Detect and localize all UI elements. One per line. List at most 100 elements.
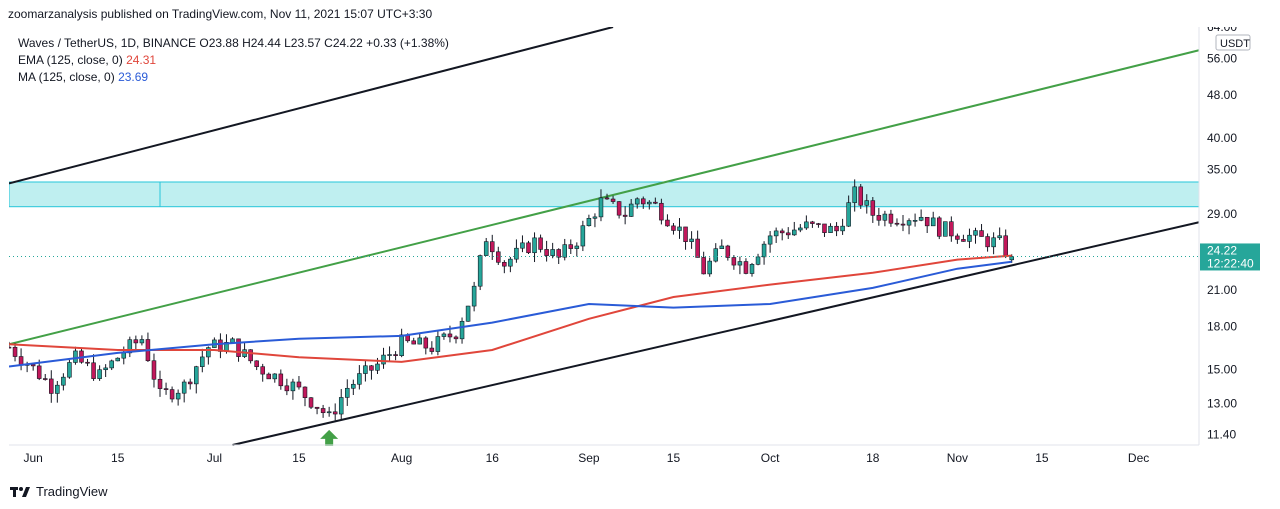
candle-body — [496, 251, 501, 263]
candle — [175, 389, 181, 406]
candle-body — [713, 248, 719, 262]
candle-body — [719, 245, 725, 250]
time-tick-label: Aug — [391, 451, 412, 465]
candlestick-chart[interactable]: 64.0056.0048.0040.0035.0029.0025.0021.00… — [9, 27, 1273, 470]
time-tick-label: Nov — [947, 451, 968, 465]
candle-body — [804, 221, 809, 229]
candle-body — [949, 221, 954, 237]
candle — [918, 209, 924, 222]
candle — [828, 223, 833, 233]
candle-body — [375, 363, 380, 371]
candle-body — [737, 261, 743, 266]
candle — [979, 224, 984, 237]
upper-channel-line — [9, 27, 614, 185]
chart-area[interactable]: 64.0056.0048.0040.0035.0029.0025.0021.00… — [9, 27, 1273, 470]
candle — [671, 223, 676, 235]
support-trendline — [232, 221, 1200, 446]
candle-body — [290, 381, 296, 392]
candle — [139, 335, 145, 346]
candle-body — [683, 226, 688, 242]
candle-body — [985, 236, 990, 248]
candle-body — [508, 258, 513, 267]
candle — [900, 215, 906, 232]
candle-body — [12, 346, 18, 357]
ema-legend: EMA (125, close, 0) 24.31 — [18, 52, 449, 69]
candle-body — [779, 230, 785, 234]
symbol-line: Waves / TetherUS, 1D, BINANCE O23.88 H24… — [18, 36, 449, 50]
candle — [556, 248, 561, 265]
candle — [665, 214, 670, 227]
price-tick-label: 21.00 — [1207, 283, 1237, 297]
time-tick-label: 15 — [292, 451, 306, 465]
candle — [73, 346, 78, 365]
candle — [296, 376, 302, 390]
candle — [532, 232, 537, 263]
price-badge-value: 24.22 — [1207, 243, 1237, 257]
candle — [320, 404, 326, 418]
candle — [326, 406, 332, 417]
candle — [496, 246, 501, 265]
candle — [550, 242, 555, 259]
candle — [308, 397, 314, 410]
candle-body — [997, 235, 1002, 239]
candle-body — [459, 320, 465, 340]
candle — [423, 336, 429, 355]
candle — [683, 226, 688, 250]
candle-body — [701, 257, 706, 275]
trendlines — [9, 27, 1200, 446]
indicators — [9, 254, 1199, 368]
candle — [49, 370, 54, 403]
candle — [719, 239, 725, 250]
candle — [961, 234, 966, 242]
brand-name: TradingView — [36, 484, 108, 499]
publisher-line: zoomarzanalysis published on TradingView… — [8, 7, 433, 21]
candle-body — [435, 336, 441, 352]
candle — [955, 233, 960, 244]
candle — [248, 349, 253, 364]
candle — [604, 193, 610, 200]
candle-body — [725, 245, 731, 258]
footer[interactable]: TradingView — [10, 484, 108, 499]
ma-legend: MA (125, close, 0) 23.69 — [18, 69, 449, 86]
candle — [127, 336, 133, 358]
ma-line — [9, 260, 1012, 368]
candle-body — [918, 216, 924, 221]
candle — [200, 348, 205, 373]
candle-body — [193, 366, 199, 385]
candle — [42, 374, 48, 381]
candle-body — [483, 241, 489, 256]
candle — [695, 230, 700, 258]
candle — [502, 260, 507, 274]
candle — [580, 220, 586, 252]
candle-body — [810, 221, 815, 224]
candle — [508, 256, 513, 273]
candle — [266, 372, 272, 380]
candle-body — [1003, 235, 1008, 256]
arrow-up-icon — [320, 429, 339, 446]
candle-body — [477, 255, 483, 287]
price-axis[interactable]: 64.0056.0048.0040.0035.0029.0025.0021.00… — [1198, 27, 1237, 445]
candle-body — [447, 333, 453, 338]
price-tick-label: 64.00 — [1207, 27, 1237, 34]
candle — [157, 370, 163, 397]
ema-line — [9, 254, 1012, 363]
candle-body — [338, 397, 344, 415]
candle — [471, 281, 477, 312]
time-tick-label: Sep — [578, 451, 600, 465]
candle-body — [526, 242, 531, 254]
time-axis[interactable]: Jun 15 Jul 15 Aug 16 Sep 15 Oct 18 Nov 15 Dec — [9, 444, 1199, 465]
candle-body — [85, 361, 90, 364]
candle — [133, 335, 139, 351]
currency-badge: USDT — [1215, 34, 1251, 51]
candle-body — [115, 357, 120, 362]
ema-label: EMA (125, close, 0) — [18, 53, 123, 67]
price-tick-label: 56.00 — [1207, 52, 1237, 66]
candle — [912, 213, 918, 227]
candle — [163, 382, 169, 395]
price-tick-label: 11.40 — [1207, 427, 1236, 441]
candle — [290, 378, 296, 400]
candle-body — [792, 229, 797, 236]
candle — [369, 365, 374, 380]
ema-value: 24.31 — [126, 53, 157, 67]
candles — [9, 179, 1015, 421]
